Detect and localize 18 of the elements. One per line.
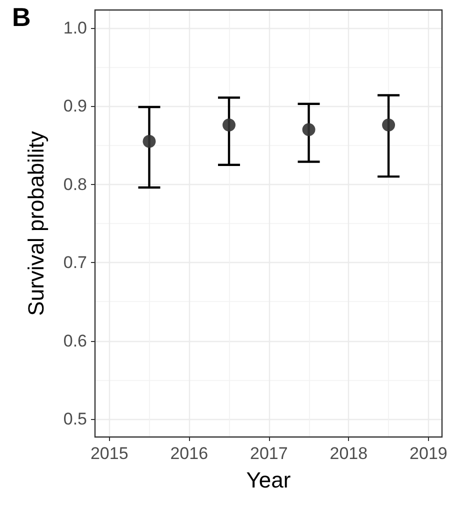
x-tick-label: 2018 — [330, 444, 368, 463]
y-tick-label: 0.7 — [63, 253, 87, 272]
point — [302, 123, 316, 136]
x-axis-title: Year — [246, 468, 291, 492]
y-tick-label: 0.9 — [63, 96, 87, 116]
y-axis-title: Survival probability — [24, 131, 48, 316]
point — [222, 118, 236, 132]
y-tick-label: 0.6 — [63, 331, 87, 350]
text: B — [12, 2, 31, 32]
point — [382, 118, 396, 132]
y-tick-label: 0.8 — [63, 174, 87, 194]
x-tick-label: 2016 — [170, 444, 208, 463]
x-tick-label: 2015 — [90, 444, 128, 463]
y-tick-label: 0.5 — [63, 410, 87, 429]
x-tick-label: 2019 — [410, 444, 448, 463]
point — [142, 134, 156, 148]
x-tick-label: 2017 — [250, 444, 288, 463]
y-tick-label: 1.0 — [63, 18, 87, 38]
